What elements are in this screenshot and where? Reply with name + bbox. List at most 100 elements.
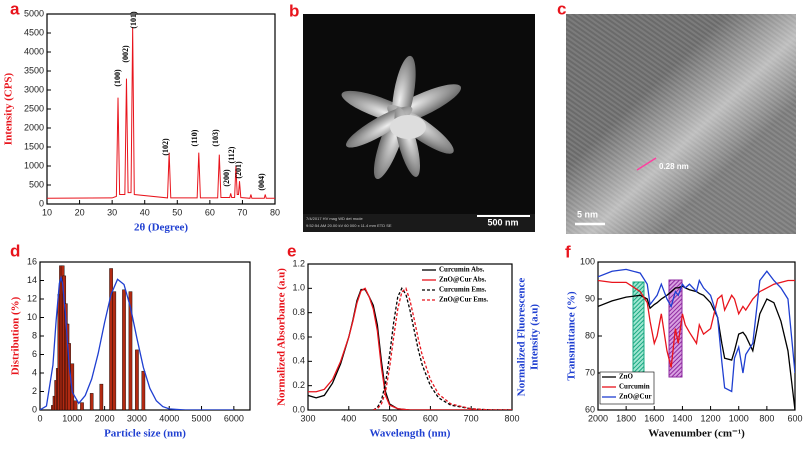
- x-tick-label: 1800: [616, 413, 636, 423]
- plot: 300 400 500 600 700 800 0.0 0.2 0.4 0.6 0.8 1.0 1.2 N…: [276, 258, 541, 439]
- y-tick-label: 0: [39, 198, 44, 208]
- y-tick-label: 1.2: [292, 258, 305, 268]
- panel-label: b: [289, 1, 299, 20]
- legend-label: ZnO@Cur: [619, 393, 652, 401]
- series-line: [598, 268, 795, 393]
- y-tick-label: 100: [580, 256, 595, 266]
- panel-label: d: [10, 241, 20, 260]
- bar: [122, 289, 126, 411]
- series-line: [372, 287, 512, 410]
- legend-label: Curcumin: [619, 383, 650, 391]
- x-tick-label: 70: [237, 207, 247, 217]
- y-tick-label: 10: [27, 312, 37, 322]
- y-tick-label: 3000: [24, 84, 44, 94]
- panel-label: c: [557, 0, 566, 18]
- y-tick-label: 0.6: [292, 331, 305, 341]
- y-tick-label: 90: [585, 293, 595, 303]
- x-tick-label: 1000: [729, 413, 749, 423]
- y-tick-label: 14: [27, 275, 37, 285]
- y-axis-label: Normalized Absorbance (a.u): [276, 268, 288, 406]
- x-tick-label: 50: [172, 207, 182, 217]
- y-tick-label: 1000: [24, 160, 44, 170]
- y-tick-label: 1.0: [292, 283, 305, 293]
- x-tick-label: 0: [37, 413, 42, 423]
- x-tick-label: 40: [140, 207, 150, 217]
- x-axis-label: 2θ (Degree): [134, 222, 188, 234]
- x-tick-label: 300: [300, 413, 315, 423]
- peak-label: (103): [211, 129, 220, 147]
- peak-label: (100): [113, 69, 122, 87]
- bar: [112, 291, 117, 411]
- x-axis-label: Wavenumber (cm⁻¹): [648, 428, 745, 440]
- bar: [135, 349, 139, 411]
- x-tick-label: 10: [42, 207, 52, 217]
- x-tick-label: 2000: [95, 413, 115, 423]
- bar: [73, 400, 78, 411]
- scale-bar-label: 500 nm: [487, 217, 518, 227]
- y-tick-label: 8: [32, 330, 37, 340]
- y-tick-label: 0.4: [292, 356, 305, 366]
- y2-axis-label: Intensity (a.u): [529, 304, 541, 370]
- info-text: 9:52:54 AM 20.00 kV 60 000 x 11.4 mm ETD…: [306, 223, 392, 228]
- y-tick-label: 2500: [24, 103, 44, 113]
- y-tick-label: 0: [32, 404, 37, 414]
- series-line: [308, 287, 512, 410]
- bar: [99, 383, 104, 411]
- x-tick-label: 6000: [224, 413, 244, 423]
- peak-label: (002): [121, 45, 130, 63]
- peak-label: (112): [227, 146, 236, 163]
- sem-image: 500 nm 7/4/2017 HV mag WD det mode 9:52:…: [303, 14, 535, 232]
- y-tick-label: 6: [32, 349, 37, 359]
- x-tick-label: 1200: [701, 413, 721, 423]
- lattice-label: 0.28 nm: [659, 162, 689, 171]
- y-tick-label: 60: [585, 404, 595, 414]
- y2-axis-label: Normalized Fluorescence: [516, 278, 528, 397]
- panel-label: e: [287, 241, 296, 260]
- x-tick-label: 800: [504, 413, 519, 423]
- y-tick-label: 16: [27, 256, 37, 266]
- x-tick-label: 600: [423, 413, 438, 423]
- x-tick-label: 4000: [159, 413, 179, 423]
- x-tick-label: 1000: [62, 413, 82, 423]
- plot-frame: [46, 13, 276, 205]
- bar: [128, 291, 133, 411]
- peak-label: (110): [190, 129, 199, 146]
- legend-label: ZnO@Cur Abs.: [439, 276, 486, 284]
- legend-label: ZnO@Cur Ems.: [439, 296, 488, 304]
- y-tick-label: 2000: [24, 122, 44, 132]
- plot: 0 1000 2000 3000 4000 5000 6000 0 2 4 6 8 10 12 14 16 Di…: [10, 256, 251, 440]
- x-tick-label: 700: [464, 413, 479, 423]
- peak-label: (101): [129, 11, 138, 29]
- y-tick-label: 2: [32, 386, 37, 396]
- legend-label: Curcumin Ems.: [439, 286, 487, 294]
- plot: 10 20 30 40 50 60 70 80 0 500 1000 1500 2000 2500 3000…: [3, 8, 280, 233]
- bar: [89, 393, 94, 411]
- y-axis-label: Transmittance (%): [566, 291, 578, 381]
- tem-image: 5 nm 0.28 nm: [566, 14, 796, 234]
- x-tick-label: 1600: [644, 413, 664, 423]
- series-line: [40, 275, 234, 410]
- y-tick-label: 4000: [24, 46, 44, 56]
- peak-label: (004): [257, 173, 266, 191]
- x-tick-label: 2000: [588, 413, 608, 423]
- plot: 2000 1800 1600 1400 1200 1000 800 600 60 70 80 90 10…: [566, 256, 803, 439]
- x-tick-label: 1400: [672, 413, 692, 423]
- series-line: [308, 288, 512, 410]
- bar: [109, 268, 113, 411]
- panel-label: a: [10, 0, 20, 18]
- x-tick-label: 30: [107, 207, 117, 217]
- peak-label: (200): [222, 169, 231, 187]
- x-tick-label: 400: [341, 413, 356, 423]
- y-tick-label: 1500: [24, 141, 44, 151]
- y-tick-label: 4500: [24, 27, 44, 37]
- y-tick-label: 500: [29, 179, 44, 189]
- legend-label: Curcumin Abs.: [439, 266, 485, 274]
- series-line: [47, 27, 275, 199]
- x-axis-label: Particle size (nm): [104, 428, 186, 440]
- x-tick-label: 80: [270, 207, 280, 217]
- peak-label: (102): [161, 138, 170, 156]
- y-tick-label: 3500: [24, 65, 44, 75]
- legend-label: ZnO: [619, 373, 634, 381]
- y-axis-label: Distribution (%): [10, 296, 22, 375]
